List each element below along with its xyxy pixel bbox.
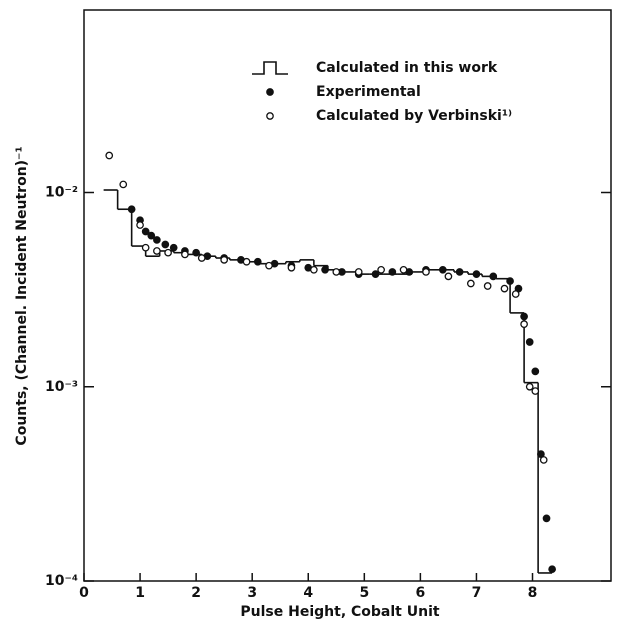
data-point <box>119 180 128 189</box>
data-point <box>511 290 520 298</box>
data-point <box>466 279 475 288</box>
data-point <box>542 514 551 523</box>
data-point <box>220 256 229 264</box>
legend-label: Calculated by Verbinski¹⁾ <box>316 108 512 124</box>
data-point <box>525 338 534 346</box>
data-point <box>192 248 200 257</box>
data-point <box>354 268 363 276</box>
data-point <box>388 268 397 276</box>
data-point <box>506 277 514 285</box>
legend-swatch <box>252 61 288 75</box>
data-point <box>371 270 380 278</box>
data-point <box>127 205 136 214</box>
data-point <box>525 382 534 391</box>
x-tick-label: 1 <box>135 585 145 601</box>
data-point <box>197 254 206 262</box>
data-point <box>321 265 329 274</box>
data-point <box>422 268 430 276</box>
data-point <box>472 270 481 278</box>
x-tick-label: 3 <box>247 585 257 601</box>
legend-swatch <box>266 88 274 96</box>
data-point <box>153 236 161 244</box>
legend-label: Calculated in this work <box>316 60 498 76</box>
x-axis-label: Pulse Height, Cobalt Unit <box>240 604 439 620</box>
data-point <box>539 456 548 464</box>
data-point <box>489 272 498 281</box>
x-tick-label: 8 <box>528 585 538 601</box>
data-point <box>153 247 161 255</box>
data-point <box>181 250 189 259</box>
data-point <box>531 387 540 395</box>
y-tick-label: 10⁻⁴ <box>45 573 78 589</box>
x-tick-label: 6 <box>416 585 426 601</box>
data-point <box>147 231 156 240</box>
data-point <box>455 268 464 276</box>
y-tick-label: 10⁻³ <box>45 379 78 395</box>
data-point <box>141 243 150 252</box>
y-axis-label: Counts, (Channel. Incident Neutron)⁻¹ <box>14 146 30 445</box>
legend-swatch <box>266 112 274 120</box>
data-point <box>483 282 492 290</box>
x-tick-label: 0 <box>79 585 89 601</box>
x-tick-label: 4 <box>303 585 313 601</box>
data-point <box>444 272 453 281</box>
data-point <box>265 261 273 270</box>
data-point <box>548 565 556 574</box>
data-point <box>377 265 385 274</box>
data-point <box>287 263 296 272</box>
x-tick-label: 2 <box>191 585 201 601</box>
data-point <box>136 221 144 229</box>
data-point <box>531 367 540 376</box>
data-point <box>500 284 509 293</box>
data-point <box>310 265 318 274</box>
x-tick-label: 7 <box>472 585 482 601</box>
data-point <box>520 312 528 321</box>
legend-label: Experimental <box>316 84 421 100</box>
data-point <box>161 240 170 249</box>
data-point <box>242 257 251 266</box>
data-point <box>438 265 447 274</box>
data-point <box>520 320 528 329</box>
y-tick-label: 10⁻² <box>45 185 78 201</box>
data-point <box>105 151 114 160</box>
data-point <box>164 248 172 257</box>
x-tick-label: 5 <box>359 585 369 601</box>
data-point <box>141 227 150 236</box>
plot-frame <box>83 9 612 582</box>
data-point <box>332 268 341 276</box>
data-point <box>169 243 178 252</box>
data-point <box>399 265 408 274</box>
data-point <box>253 257 262 266</box>
